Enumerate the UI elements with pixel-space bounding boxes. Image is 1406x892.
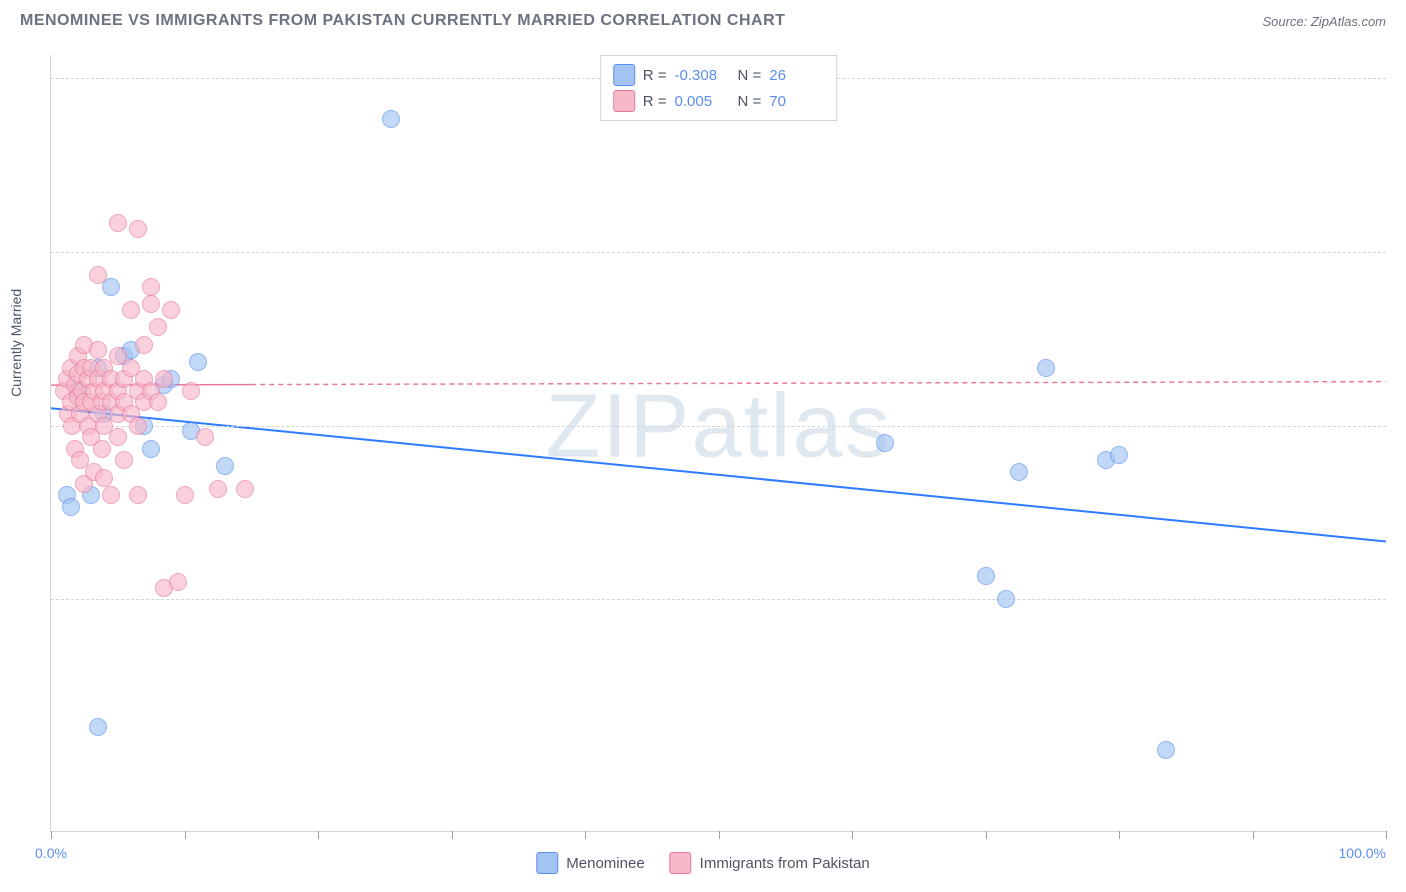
data-point	[216, 457, 234, 475]
data-point	[169, 573, 187, 591]
xtick	[51, 831, 52, 839]
trendlines-svg	[51, 55, 1386, 831]
chart-container: ZIPatlas Currently Married R = -0.308 N …	[50, 55, 1386, 832]
legend-item-pakistan: Immigrants from Pakistan	[670, 852, 870, 874]
swatch-blue-icon	[536, 852, 558, 874]
xtick	[719, 831, 720, 839]
gridline	[51, 599, 1386, 600]
data-point	[189, 353, 207, 371]
xtick	[1253, 831, 1254, 839]
data-point	[1110, 446, 1128, 464]
data-point	[62, 498, 80, 516]
xtick	[318, 831, 319, 839]
data-point	[135, 336, 153, 354]
data-point	[149, 393, 167, 411]
data-point	[155, 370, 173, 388]
plot-area: ZIPatlas Currently Married R = -0.308 N …	[50, 55, 1386, 832]
swatch-pink-icon	[613, 90, 635, 112]
legend-label: Menominee	[566, 855, 644, 872]
data-point	[142, 295, 160, 313]
data-point	[176, 486, 194, 504]
data-point	[115, 451, 133, 469]
data-point	[382, 110, 400, 128]
xtick	[852, 831, 853, 839]
data-point	[149, 318, 167, 336]
data-point	[142, 440, 160, 458]
data-point	[109, 428, 127, 446]
xtick-label: 100.0%	[1339, 845, 1386, 861]
n-label: N =	[738, 67, 762, 84]
legend-top: R = -0.308 N = 26 R = 0.005 N = 70	[600, 55, 838, 121]
data-point	[977, 567, 995, 585]
data-point	[109, 214, 127, 232]
data-point	[236, 480, 254, 498]
xtick	[585, 831, 586, 839]
data-point	[196, 428, 214, 446]
n-value-1: 26	[769, 67, 824, 84]
r-label: R =	[643, 93, 667, 110]
xtick	[1119, 831, 1120, 839]
ytick-label: 50.0%	[1396, 418, 1406, 434]
xtick	[185, 831, 186, 839]
swatch-blue-icon	[613, 64, 635, 86]
data-point	[89, 266, 107, 284]
n-value-2: 70	[769, 93, 824, 110]
data-point	[1010, 463, 1028, 481]
r-value-2: 0.005	[675, 93, 730, 110]
data-point	[209, 480, 227, 498]
source-label: Source: ZipAtlas.com	[1262, 14, 1386, 29]
ytick-label: 35.0%	[1396, 591, 1406, 607]
data-point	[182, 382, 200, 400]
xtick	[452, 831, 453, 839]
chart-title: MENOMINEE VS IMMIGRANTS FROM PAKISTAN CU…	[20, 12, 785, 30]
data-point	[93, 440, 111, 458]
legend-row-1: R = -0.308 N = 26	[613, 62, 825, 88]
xtick	[986, 831, 987, 839]
watermark-text: ZIPatlas	[545, 376, 891, 479]
legend-label: Immigrants from Pakistan	[700, 855, 870, 872]
data-point	[95, 469, 113, 487]
legend-row-2: R = 0.005 N = 70	[613, 88, 825, 114]
ytick-label: 80.0%	[1396, 70, 1406, 86]
n-label: N =	[738, 93, 762, 110]
data-point	[129, 417, 147, 435]
data-point	[142, 278, 160, 296]
data-point	[876, 434, 894, 452]
data-point	[1157, 741, 1175, 759]
data-point	[89, 341, 107, 359]
r-label: R =	[643, 67, 667, 84]
y-axis-label: Currently Married	[8, 289, 24, 397]
swatch-pink-icon	[670, 852, 692, 874]
data-point	[129, 486, 147, 504]
gridline	[51, 252, 1386, 253]
data-point	[1037, 359, 1055, 377]
data-point	[89, 718, 107, 736]
legend-item-menominee: Menominee	[536, 852, 644, 874]
gridline	[51, 426, 1386, 427]
ytick-label: 65.0%	[1396, 244, 1406, 260]
legend-bottom: Menominee Immigrants from Pakistan	[536, 852, 869, 874]
data-point	[122, 301, 140, 319]
data-point	[997, 590, 1015, 608]
data-point	[102, 486, 120, 504]
r-value-1: -0.308	[675, 67, 730, 84]
xtick-label: 0.0%	[35, 845, 67, 861]
data-point	[129, 220, 147, 238]
xtick	[1386, 831, 1387, 839]
data-point	[162, 301, 180, 319]
